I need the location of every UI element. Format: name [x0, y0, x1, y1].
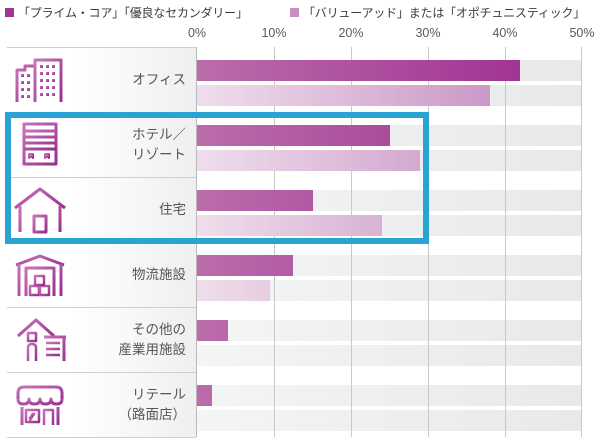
legend-swatch-light	[290, 8, 299, 17]
gridline-50pct	[581, 47, 582, 437]
bar-prime-core	[197, 320, 228, 341]
category-hotel-resort: ホテル／ リゾート	[7, 113, 196, 178]
category-other-industrial: その他の 産業用施設	[7, 308, 196, 373]
category-logistics: 物流施設	[7, 243, 196, 308]
legend-item-prime-core: 「プライム・コア」「優良なセカンダリー」	[5, 4, 248, 21]
category-label: 物流施設	[132, 267, 186, 283]
bar-track	[197, 345, 582, 366]
bar-value-add	[197, 280, 271, 301]
category-label: リテール （路面店）	[118, 387, 187, 422]
x-tick-label: 20%	[338, 26, 364, 40]
bar-track	[197, 385, 582, 406]
plot-area	[197, 47, 582, 437]
legend-swatch-dark	[5, 8, 14, 17]
category-retail: リテール （路面店）	[7, 373, 196, 438]
office-buildings-icon	[7, 56, 73, 104]
bar-track	[197, 280, 582, 301]
bar-value-add	[197, 85, 490, 106]
bar-track	[197, 410, 582, 431]
legend-item-value-add: 「バリューアッド」または「オポチュニスティック」	[290, 4, 585, 21]
hotel-resort-icon	[7, 121, 73, 169]
bar-row-other-industrial	[197, 307, 582, 372]
retail-shop-icon	[7, 381, 73, 429]
category-label: その他の 産業用施設	[118, 322, 187, 357]
x-tick-label: 50%	[569, 26, 595, 40]
gridline-40pct	[505, 47, 506, 437]
bar-row-office	[197, 47, 582, 112]
warehouse-icon	[7, 251, 73, 299]
bar-prime-core	[197, 385, 213, 406]
legend-label: 「バリューアッド」または「オポチュニスティック」	[303, 6, 586, 20]
industrial-facility-icon	[7, 316, 73, 364]
legend-label: 「プライム・コア」「優良なセカンダリー」	[18, 6, 248, 20]
category-label: 住宅	[159, 202, 186, 218]
category-label: オフィス	[132, 72, 186, 88]
bar-prime-core	[197, 125, 390, 146]
bar-prime-core	[197, 190, 313, 211]
bar-row-residential	[197, 177, 582, 242]
house-icon	[7, 186, 73, 234]
x-tick-label: 10%	[261, 26, 287, 40]
bar-track	[197, 255, 582, 276]
bar-value-add	[197, 215, 382, 236]
x-tick-label: 30%	[415, 26, 441, 40]
bar-value-add	[197, 150, 421, 171]
x-tick-label: 0%	[187, 26, 207, 40]
bar-prime-core	[197, 255, 294, 276]
bar-row-hotel-resort	[197, 112, 582, 177]
bar-row-retail	[197, 372, 582, 437]
category-label: ホテル／ リゾート	[132, 127, 186, 162]
bar-prime-core	[197, 60, 521, 81]
bar-row-logistics	[197, 242, 582, 307]
category-column: オフィス ホテル／ リゾート	[7, 47, 197, 438]
category-residential: 住宅	[7, 178, 196, 243]
bar-track	[197, 320, 582, 341]
x-tick-label: 40%	[492, 26, 518, 40]
category-office: オフィス	[7, 48, 196, 113]
x-axis: 0% 10% 20% 30% 40% 50%	[188, 26, 595, 42]
